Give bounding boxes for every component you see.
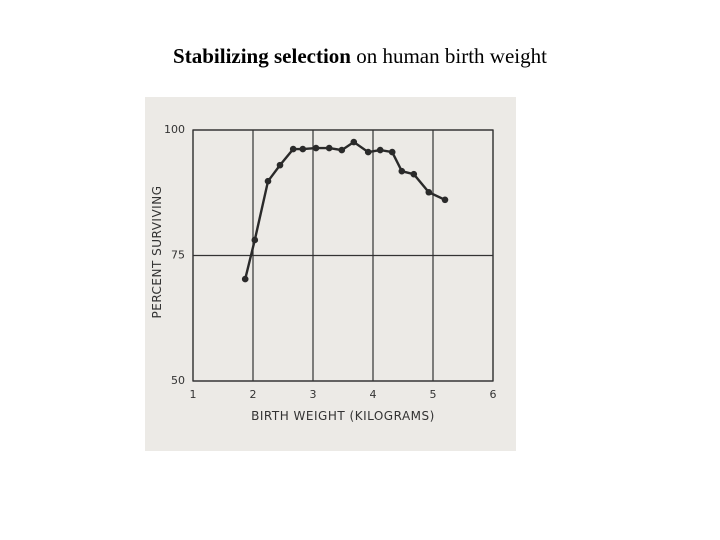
data-point bbox=[338, 146, 346, 154]
data-point bbox=[241, 275, 249, 283]
data-point bbox=[398, 167, 406, 175]
data-point bbox=[299, 145, 307, 153]
title-bold: Stabilizing selection bbox=[173, 44, 351, 68]
x-tick-label: 2 bbox=[250, 388, 257, 401]
data-point bbox=[364, 148, 372, 156]
x-tick-label: 5 bbox=[430, 388, 437, 401]
data-point bbox=[410, 170, 418, 178]
data-point bbox=[289, 145, 297, 153]
x-tick-label: 3 bbox=[310, 388, 317, 401]
data-point bbox=[251, 236, 259, 244]
slide-title: Stabilizing selection on human birth wei… bbox=[173, 44, 547, 68]
y-tick-label: 50 bbox=[171, 374, 185, 387]
data-point bbox=[276, 161, 284, 169]
y-tick-label: 100 bbox=[164, 123, 185, 136]
scan-background bbox=[145, 97, 516, 451]
x-tick-label: 6 bbox=[490, 388, 497, 401]
data-point bbox=[425, 188, 433, 196]
data-point bbox=[325, 144, 333, 152]
y-tick-label: 75 bbox=[171, 249, 185, 262]
data-point bbox=[350, 138, 358, 146]
data-point bbox=[312, 144, 320, 152]
x-tick-label: 4 bbox=[370, 388, 377, 401]
x-tick-label: 1 bbox=[190, 388, 197, 401]
data-point bbox=[388, 148, 396, 156]
data-point bbox=[264, 177, 272, 185]
data-point bbox=[441, 196, 449, 204]
y-axis-label: PERCENT SURVIVING bbox=[150, 186, 164, 319]
data-point bbox=[376, 146, 384, 154]
title-rest: on human birth weight bbox=[356, 44, 547, 68]
x-axis-label: BIRTH WEIGHT (KILOGRAMS) bbox=[251, 409, 435, 423]
